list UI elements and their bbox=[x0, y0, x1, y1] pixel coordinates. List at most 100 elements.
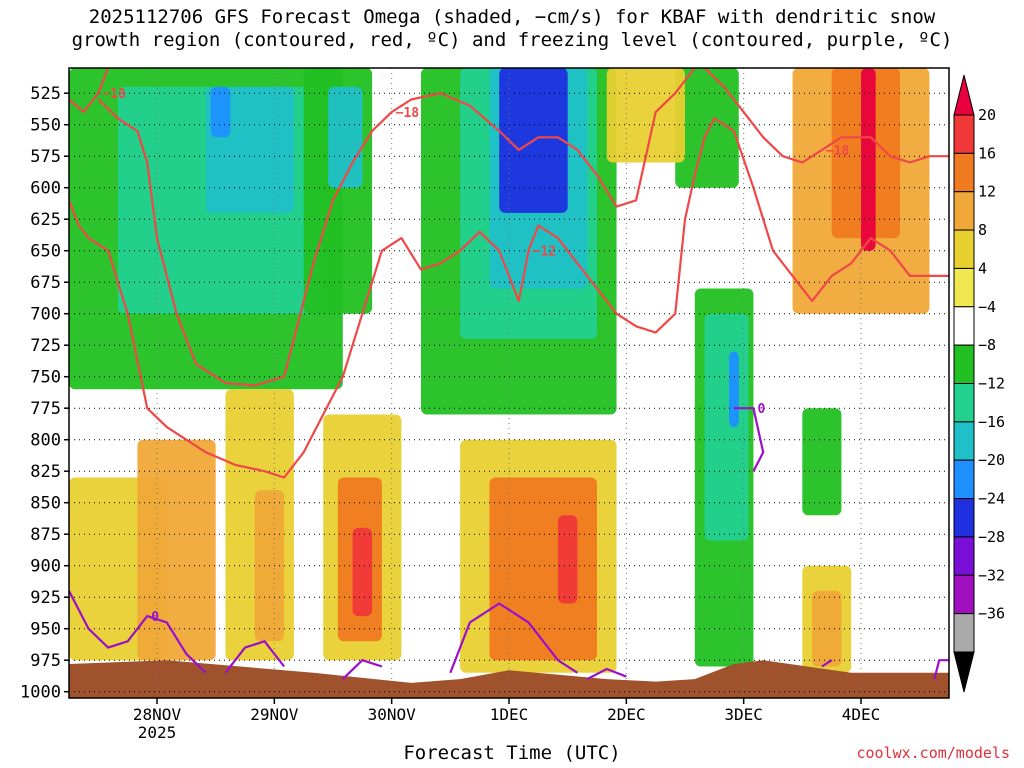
colorbar-label: −32 bbox=[978, 566, 1005, 584]
omega-region bbox=[802, 408, 842, 516]
dgz-contour-line bbox=[69, 68, 110, 114]
terrain-fill bbox=[69, 660, 949, 698]
y-tick-label: 725 bbox=[30, 336, 61, 356]
y-tick-label: 575 bbox=[30, 147, 61, 167]
colorbar-bottom-arrow bbox=[953, 651, 975, 693]
x-tick-label: 30NOV bbox=[368, 705, 417, 724]
colorbar-swatch bbox=[953, 459, 975, 500]
y-tick-label: 700 bbox=[30, 305, 61, 325]
colorbar-label: −28 bbox=[978, 528, 1005, 546]
y-tick-label: 625 bbox=[30, 210, 61, 230]
title-line-1: 2025112706 GFS Forecast Omega (shaded, −… bbox=[88, 6, 936, 28]
colorbar-top-arrow bbox=[953, 74, 975, 116]
dgz-contour-label: −18 bbox=[102, 87, 126, 102]
x-tick-label: 1DEC bbox=[490, 705, 529, 724]
omega-region bbox=[606, 68, 685, 163]
colorbar-swatch bbox=[953, 229, 975, 269]
omega-region bbox=[137, 439, 216, 661]
dgz-contour-line bbox=[69, 117, 949, 479]
y-tick-label: 1000 bbox=[20, 683, 61, 703]
omega-region bbox=[489, 477, 597, 661]
omega-region bbox=[675, 68, 739, 188]
freezing-contour-line bbox=[342, 659, 383, 680]
colorbar-swatch bbox=[953, 383, 975, 423]
dgz-contour-line bbox=[703, 68, 949, 164]
colorbar-swatch bbox=[953, 114, 975, 154]
colorbar-swatch bbox=[953, 152, 975, 193]
freezing-contour-line bbox=[449, 602, 579, 674]
title-line-2: growth region (contoured, red, ºC) and f… bbox=[71, 29, 953, 51]
colorbar-swatch bbox=[953, 498, 975, 538]
colorbar-swatch bbox=[953, 344, 975, 384]
dendritic-growth-contours: −18 −18 −12 −18 bbox=[69, 68, 949, 479]
colorbar-swatch bbox=[953, 306, 975, 346]
colorbar-swatch bbox=[953, 574, 975, 615]
y-tick-label: 550 bbox=[30, 116, 61, 136]
colorbar-swatch bbox=[953, 191, 975, 231]
chart-title: 2025112706 GFS Forecast Omega (shaded, −… bbox=[0, 6, 1024, 52]
colorbar-label: −24 bbox=[978, 490, 1005, 508]
omega-shading bbox=[69, 68, 930, 673]
dgz-contour-label: −18 bbox=[826, 144, 850, 159]
x-tick-label: 29NOV bbox=[250, 705, 299, 724]
y-tick-label: 925 bbox=[30, 588, 61, 608]
omega-region bbox=[352, 527, 373, 617]
colorbar-label: 4 bbox=[978, 259, 987, 277]
colorbar-label: −16 bbox=[978, 413, 1005, 431]
colorbar-label: −36 bbox=[978, 605, 1005, 623]
freezing-contour-line bbox=[733, 407, 765, 472]
terrain-area bbox=[69, 660, 949, 698]
freezing-level-contours: 00 bbox=[69, 402, 949, 681]
x-tick-label: 2DEC bbox=[607, 705, 646, 724]
omega-region bbox=[328, 86, 363, 188]
y-tick-label: 875 bbox=[30, 525, 61, 545]
colorbar: 20 16 12 8 4 −4 −8 −12 −16 −20 −24 −28 −32 −36 bbox=[953, 74, 1005, 693]
x-tick-sublabel: 2025 bbox=[138, 723, 177, 742]
site-credit: coolwx.com/models bbox=[856, 744, 1010, 762]
y-axis: 525 550 575 600 625 650 675 700 725 750 775 800 825 8… bbox=[20, 84, 69, 703]
freezing-contour-line bbox=[69, 590, 207, 674]
omega-region bbox=[557, 515, 578, 604]
y-tick-label: 675 bbox=[30, 273, 61, 293]
grid-lines bbox=[69, 68, 949, 698]
dgz-contour-line bbox=[97, 68, 696, 387]
colorbar-label: −4 bbox=[978, 298, 996, 316]
colorbar-label: 12 bbox=[978, 183, 996, 201]
colorbar-label: −12 bbox=[978, 375, 1005, 393]
colorbar-label: 8 bbox=[978, 221, 987, 239]
colorbar-label: −8 bbox=[978, 336, 996, 354]
freezing-contour-line bbox=[586, 667, 627, 681]
x-tick-label: 4DEC bbox=[842, 705, 881, 724]
y-tick-label: 650 bbox=[30, 242, 61, 262]
freezing-contour-line bbox=[933, 659, 949, 680]
colorbar-label: 20 bbox=[978, 106, 996, 124]
colorbar-label: 16 bbox=[978, 144, 996, 162]
freezing-contour-line bbox=[821, 659, 833, 668]
x-tick-label: 3DEC bbox=[724, 705, 763, 724]
y-tick-label: 975 bbox=[30, 651, 61, 671]
y-tick-label: 600 bbox=[30, 179, 61, 199]
y-tick-label: 775 bbox=[30, 399, 61, 419]
omega-region bbox=[812, 590, 842, 667]
x-axis-label: Forecast Time (UTC) bbox=[403, 742, 621, 764]
y-tick-label: 800 bbox=[30, 431, 61, 451]
colorbar-swatch bbox=[953, 613, 975, 653]
y-tick-label: 850 bbox=[30, 494, 61, 514]
x-tick-label: 28NOV bbox=[133, 705, 182, 724]
colorbar-swatch bbox=[953, 421, 975, 461]
y-tick-label: 900 bbox=[30, 557, 61, 577]
dgz-contour-label: −12 bbox=[533, 245, 556, 260]
omega-region bbox=[704, 313, 749, 541]
freezing-contour-label: 0 bbox=[757, 402, 765, 417]
y-tick-label: 750 bbox=[30, 368, 61, 388]
colorbar-label: −20 bbox=[978, 451, 1005, 469]
y-tick-label: 950 bbox=[30, 620, 61, 640]
freezing-contour-line bbox=[224, 640, 285, 674]
y-tick-label: 525 bbox=[30, 84, 61, 104]
omega-region bbox=[861, 68, 876, 251]
y-tick-label: 825 bbox=[30, 462, 61, 482]
dgz-contour-label: −18 bbox=[396, 106, 420, 121]
omega-region bbox=[729, 351, 739, 428]
